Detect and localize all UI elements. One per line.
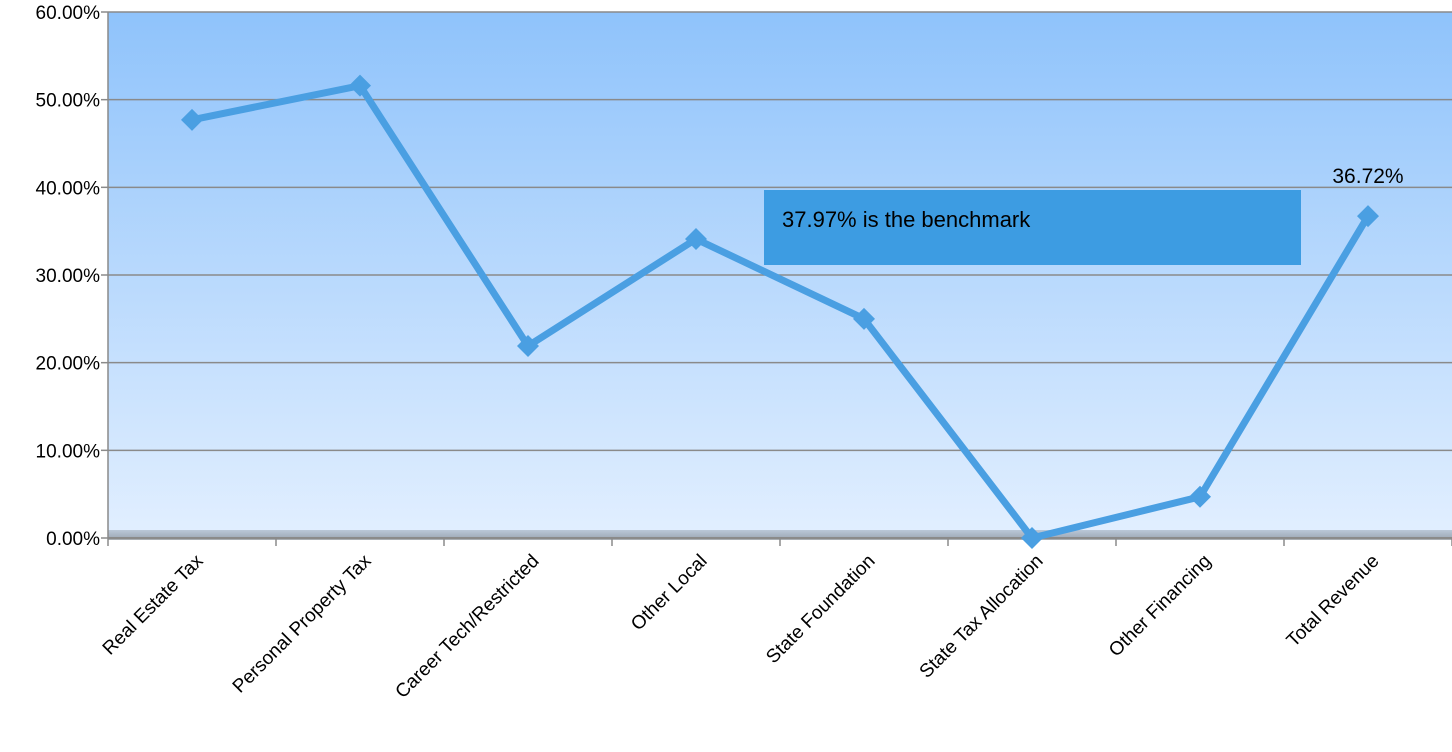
y-tick-label: 10.00% [36, 441, 101, 462]
y-tick-label: 30.00% [36, 266, 101, 287]
benchmark-annotation: 37.97% is the benchmark [764, 190, 1301, 265]
annotation-box [764, 190, 1301, 265]
x-tick-label: State Foundation [762, 551, 879, 668]
y-tick-label: 60.00% [36, 3, 101, 24]
data-point [181, 108, 203, 131]
y-tick-label: 50.00% [36, 91, 101, 112]
data-point [853, 307, 875, 330]
y-tick-label: 0.00% [46, 529, 100, 550]
x-tick-label: Total Revenue [1283, 551, 1384, 652]
x-tick-label: Other Local [627, 551, 711, 635]
x-tick-label: Other Financing [1105, 551, 1215, 661]
data-point [517, 335, 539, 358]
series-line [188, 82, 1372, 542]
y-tick-labels: 0.00% 10.00% 20.00% 30.00% 40.00% 50.00% 60.00… [36, 3, 101, 550]
data-point [1357, 205, 1379, 228]
data-point [1189, 485, 1211, 508]
x-tick-label: Personal Property Tax [229, 550, 376, 697]
x-tick-label: Real Estate Tax [99, 550, 208, 659]
data-point [685, 228, 707, 251]
data-label: 36.72% [1332, 165, 1403, 188]
x-tick-label: Career Tech/Restricted [392, 551, 544, 703]
data-labels: 36.72% [1332, 165, 1403, 188]
x-tick-label: State Tax Allocation [916, 551, 1048, 683]
series [181, 74, 1379, 549]
data-point [349, 74, 371, 97]
annotation-text: 37.97% is the benchmark [782, 207, 1031, 232]
y-tick-label: 20.00% [36, 354, 101, 375]
y-tick-label: 40.00% [36, 178, 101, 199]
data-point [1021, 527, 1043, 549]
axes [107, 12, 1452, 546]
baseline-shadow [108, 530, 1452, 540]
x-tick-labels: Real Estate Tax Personal Property Tax Care… [99, 550, 1384, 702]
